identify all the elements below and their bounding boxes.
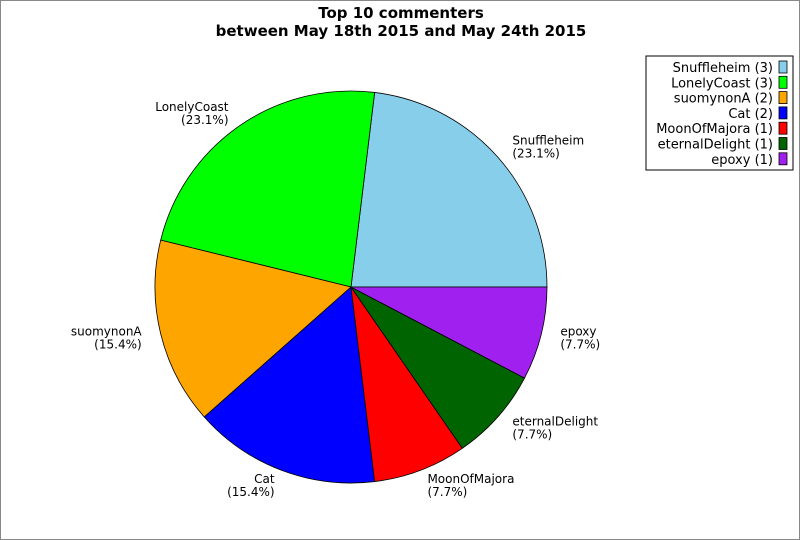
- legend-entry-lonelycoast: LonelyCoast (3): [671, 76, 773, 91]
- legend-swatch-epoxy: [778, 152, 788, 166]
- slice-percent-lonelycoast: (23.1%): [181, 113, 228, 127]
- legend-entry-cat: Cat (2): [728, 107, 773, 122]
- slice-percent-snuffleheim: (23.1%): [512, 147, 559, 161]
- slice-label-eternaldelight: eternalDelight: [512, 414, 598, 428]
- slice-label-lonelycoast: LonelyCoast: [155, 100, 229, 114]
- legend-swatch-moonofmajora: [778, 121, 788, 135]
- legend-entry-eternaldelight: eternalDelight (1): [658, 138, 773, 153]
- legend-box: [645, 55, 794, 171]
- pie-slice-suomynona: [154, 239, 352, 418]
- pie-slice-epoxy: [350, 286, 548, 379]
- legend-entry-snuffleheim: Snuffleheim (3): [673, 61, 773, 76]
- slice-label-epoxy: epoxy: [560, 325, 596, 339]
- legend-entry-suomynona: suomynonA (2): [674, 92, 773, 107]
- slice-label-suomynona: suomynonA: [71, 325, 143, 339]
- legend-swatch-eternaldelight: [778, 137, 788, 150]
- pie-slice-moonofmajora: [350, 286, 463, 483]
- slice-percent-epoxy: (7.7%): [560, 338, 600, 352]
- chart-title-line1: Top 10 commenters: [318, 4, 484, 22]
- pie-slice-lonelycoast: [160, 90, 376, 288]
- legend-swatch-snuffleheim: [778, 60, 788, 74]
- slice-label-snuffleheim: Snuffleheim: [512, 134, 584, 148]
- legend-swatch-lonelycoast: [778, 75, 788, 89]
- slice-percent-suomynona: (15.4%): [94, 338, 141, 352]
- legend-swatch-suomynona: [778, 91, 788, 104]
- legend-swatch-cat: [778, 106, 788, 120]
- chart-title-line2: between May 18th 2015 and May 24th 2015: [216, 22, 587, 40]
- legend-entry-epoxy: epoxy (1): [711, 153, 773, 168]
- pie-slice-eternaldelight: [350, 286, 526, 449]
- pie-slice-cat: [203, 286, 376, 484]
- slice-percent-eternaldelight: (7.7%): [512, 427, 552, 441]
- pie-slice-snuffleheim: [350, 91, 548, 288]
- slice-label-cat: Cat: [254, 472, 275, 486]
- slice-percent-cat: (15.4%): [227, 485, 274, 499]
- legend-entry-moonofmajora: MoonOfMajora (1): [656, 122, 773, 137]
- slice-label-moonofmajora: MoonOfMajora: [427, 472, 514, 486]
- slice-percent-moonofmajora: (7.7%): [427, 485, 467, 499]
